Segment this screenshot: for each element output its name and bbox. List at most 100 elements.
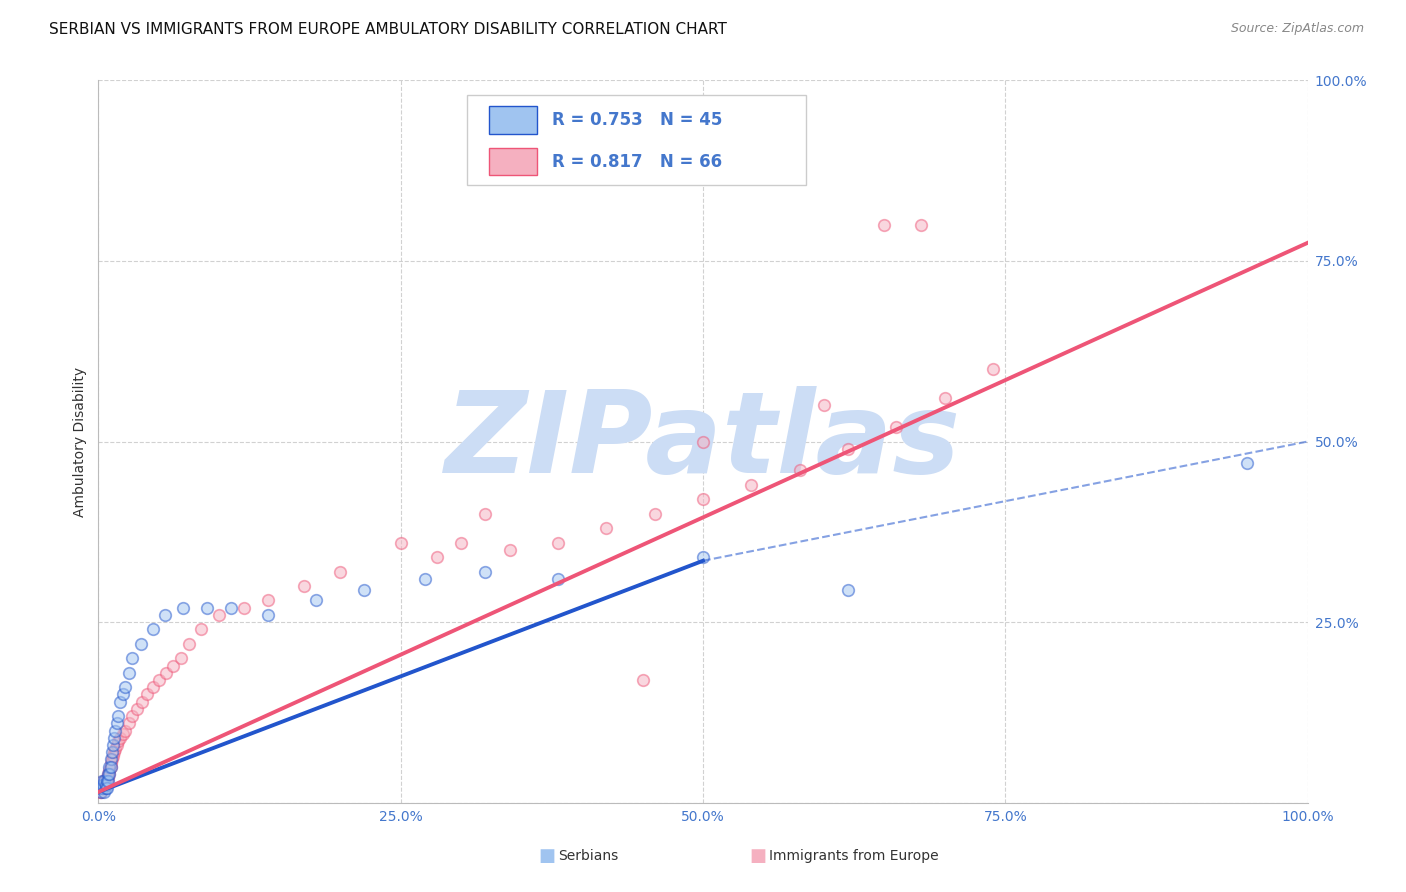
Point [90, 785, 112, 799]
Point [101, 748, 124, 763]
Point [107, 709, 129, 723]
Point [90, 778, 112, 792]
Point [93, 785, 115, 799]
Point [91, 781, 114, 796]
Point [96, 774, 118, 789]
Point [98, 764, 121, 778]
Point [94, 778, 117, 792]
Point [256, 593, 278, 607]
Point [118, 665, 141, 680]
Point [114, 723, 136, 738]
Point [837, 582, 859, 597]
Point [96, 774, 118, 789]
Point [450, 535, 472, 549]
Point [474, 507, 496, 521]
Point [100, 752, 122, 766]
Point [91, 781, 114, 796]
Point [221, 600, 243, 615]
Point [94, 774, 117, 789]
Text: R = 0.753   N = 45: R = 0.753 N = 45 [551, 111, 723, 129]
Bar [467, 95, 806, 185]
Point [98, 760, 121, 774]
Point [98, 767, 121, 781]
Point [91, 781, 114, 796]
Point [292, 579, 315, 593]
Point [142, 680, 165, 694]
Point [91, 781, 114, 796]
Text: ■: ■ [538, 847, 555, 865]
Point [873, 218, 896, 232]
Point [498, 542, 520, 557]
Text: SERBIAN VS IMMIGRANTS FROM EUROPE AMBULATORY DISABILITY CORRELATION CHART: SERBIAN VS IMMIGRANTS FROM EUROPE AMBULA… [49, 22, 727, 37]
Point [142, 623, 165, 637]
Point [162, 658, 184, 673]
Point [595, 521, 617, 535]
Point [631, 673, 654, 687]
Point [329, 565, 352, 579]
Point [104, 723, 127, 738]
Point [981, 362, 1004, 376]
Point [97, 774, 120, 789]
Point [89, 785, 111, 799]
Point [97, 767, 120, 781]
Point [91, 778, 114, 792]
Point [93, 778, 115, 792]
Point [389, 535, 412, 549]
Point [169, 651, 191, 665]
Point [103, 731, 125, 745]
Point [91, 774, 114, 789]
Point [111, 687, 134, 701]
Point [129, 637, 152, 651]
Point [426, 550, 449, 565]
Text: Source: ZipAtlas.com: Source: ZipAtlas.com [1230, 22, 1364, 36]
Point [108, 731, 131, 745]
Point [118, 716, 141, 731]
Point [93, 774, 115, 789]
Point [101, 738, 124, 752]
Point [232, 600, 254, 615]
Point [692, 434, 714, 449]
Point [100, 760, 122, 774]
Text: ZIPatlas: ZIPatlas [444, 386, 962, 497]
Point [105, 716, 128, 731]
Point [111, 727, 134, 741]
Text: Serbians: Serbians [558, 849, 619, 863]
Point [89, 781, 111, 796]
Point [98, 767, 121, 781]
Point [114, 680, 136, 694]
Point [89, 781, 111, 796]
Point [190, 623, 212, 637]
Point [100, 760, 122, 774]
Point [644, 507, 666, 521]
Point [100, 752, 122, 766]
Y-axis label: Ambulatory Disability: Ambulatory Disability [73, 367, 87, 516]
Point [91, 774, 114, 789]
Point [305, 593, 328, 607]
Point [135, 687, 157, 701]
Text: ■: ■ [749, 847, 766, 865]
Point [100, 745, 122, 759]
Text: R = 0.817   N = 66: R = 0.817 N = 66 [551, 153, 721, 170]
Bar [489, 106, 537, 134]
Point [97, 771, 120, 785]
Point [1236, 456, 1258, 470]
Point [97, 767, 120, 781]
Point [813, 398, 835, 412]
Point [172, 600, 194, 615]
Point [910, 218, 932, 232]
Point [91, 778, 114, 792]
Point [256, 607, 278, 622]
Point [96, 781, 118, 796]
Point [692, 550, 714, 565]
Point [90, 781, 112, 796]
Point [94, 778, 117, 792]
Point [837, 442, 859, 456]
Point [93, 781, 115, 796]
Point [547, 535, 569, 549]
Point [100, 756, 122, 770]
Point [155, 665, 177, 680]
Point [127, 702, 149, 716]
Point [96, 771, 118, 785]
Point [131, 695, 153, 709]
Point [121, 709, 143, 723]
